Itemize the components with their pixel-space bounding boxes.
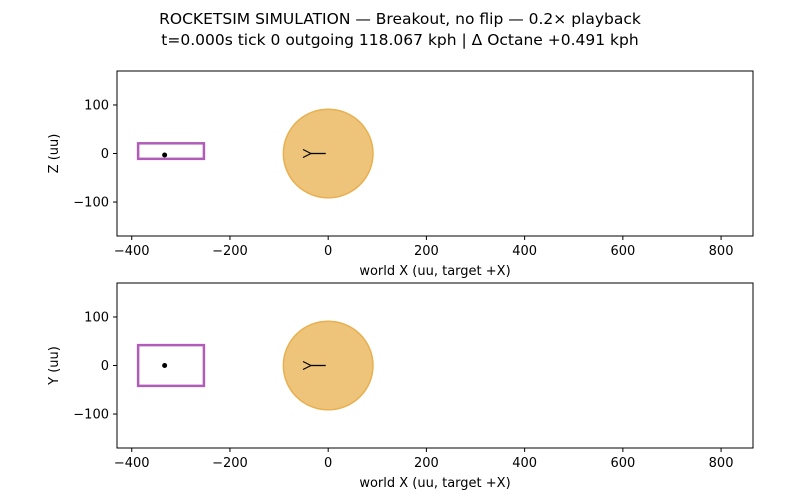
x-tick-label: 800 [709,244,734,259]
car-center-point [162,363,168,368]
ball-circle [282,108,374,199]
figure-title: ROCKETSIM SIMULATION — Breakout, no flip… [159,10,641,28]
x-tick-label: 0 [324,244,332,259]
plot-frame [116,70,754,237]
x-tick-label: 800 [709,456,734,471]
plot-frame [116,282,754,449]
x-tick-label: 600 [610,456,635,471]
y-tick-label: −100 [73,408,109,423]
car-center-point [162,152,168,158]
y-tick-label: 100 [84,98,109,113]
panel-side: −400 −200 0 200 400 600 800 −100 0 100 world X (uu… [47,70,754,279]
y-tick-label: 0 [101,359,109,374]
x-tick-label: 600 [610,244,635,259]
plot-area [136,108,374,199]
x-tick-label: −400 [114,244,150,259]
x-tick-label: −200 [212,456,248,471]
plot-area [136,320,374,411]
y-tick-label: −100 [73,196,109,211]
x-tick-label: 200 [414,244,439,259]
car-hitbox [136,343,206,388]
y-axis-label: Y (uu) [47,346,62,386]
x-tick-label: −400 [114,456,150,471]
panel-top: −400 −200 0 200 400 600 800 −100 0 100 world X (uu… [47,282,754,491]
x-tick-label: 200 [414,456,439,471]
y-tick-label: 100 [84,310,109,325]
x-tick-label: 400 [512,456,537,471]
x-axis-label: world X (uu, target +X) [359,264,510,279]
x-tick-label: 400 [512,244,537,259]
y-tick-label: 0 [101,147,109,162]
x-axis-label: world X (uu, target +X) [359,476,510,491]
ball-circle [282,320,374,411]
car-hitbox [136,142,206,161]
figure-subtitle: t=0.000s tick 0 outgoing 118.067 kph | Δ… [161,31,639,49]
x-tick-label: 0 [324,456,332,471]
x-tick-label: −200 [212,244,248,259]
y-axis-label: Z (uu) [47,134,62,174]
